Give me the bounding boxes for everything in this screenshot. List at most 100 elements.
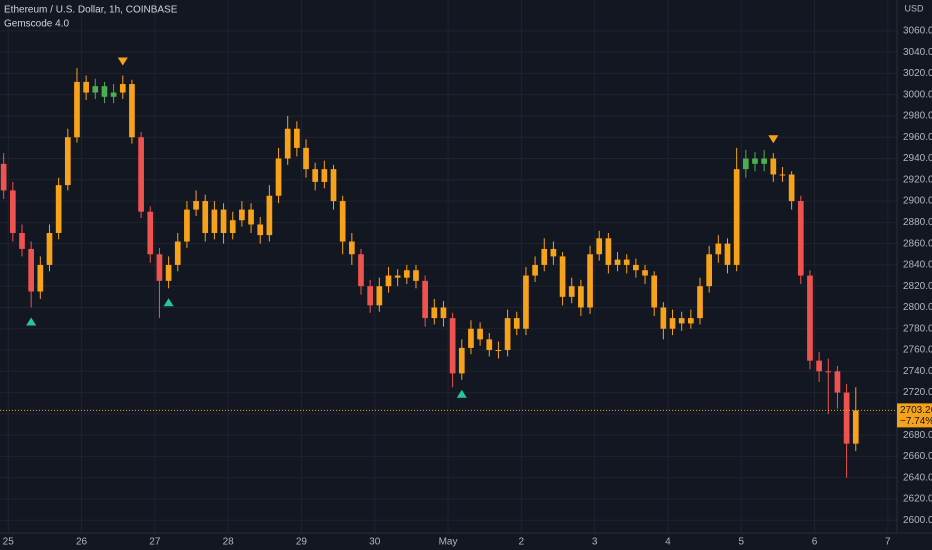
y-tick-label: 2880.00 xyxy=(903,217,932,228)
candle-body xyxy=(843,392,850,444)
candle-body xyxy=(394,275,401,278)
candle-body xyxy=(825,371,832,373)
indicator-name: Gemscode 4.0 xyxy=(4,19,69,30)
candle-body xyxy=(495,350,502,352)
candle-body xyxy=(119,84,126,93)
candle-body xyxy=(46,232,53,265)
candle-body xyxy=(0,163,7,191)
y-tick-label: 2720.00 xyxy=(903,387,932,398)
candle-body xyxy=(339,201,346,242)
x-tick-label: 4 xyxy=(665,537,671,548)
y-tick-label: 3020.00 xyxy=(903,68,932,79)
candle-body xyxy=(605,238,612,265)
candle-body xyxy=(752,158,758,164)
candle-body xyxy=(834,371,841,393)
y-tick-label: 2980.00 xyxy=(903,111,932,122)
candle-body xyxy=(660,307,667,329)
candle-body xyxy=(239,209,245,221)
y-tick-label: 2780.00 xyxy=(903,323,932,334)
grid xyxy=(0,0,897,533)
buy-signal xyxy=(456,389,467,398)
candle-body xyxy=(248,209,254,225)
candle-body xyxy=(229,220,236,233)
candle-body xyxy=(733,169,740,265)
x-tick-label: 29 xyxy=(296,537,308,548)
candle-body xyxy=(74,81,80,138)
sell-signal xyxy=(117,57,128,66)
candle-body xyxy=(211,209,218,233)
candle-body xyxy=(770,158,777,175)
candle-body xyxy=(642,270,648,276)
candle-body xyxy=(477,328,483,340)
x-tick-label: 7 xyxy=(885,537,891,548)
x-tick-label: May xyxy=(439,537,458,548)
candle-body xyxy=(578,286,584,308)
candle-body xyxy=(532,264,538,276)
candle-body xyxy=(779,174,786,176)
y-tick-label: 2680.00 xyxy=(903,430,932,441)
last-price-box xyxy=(897,403,932,428)
candle-body xyxy=(724,243,731,265)
candle-body xyxy=(541,248,548,265)
x-tick-label: 25 xyxy=(3,537,15,548)
candle-body xyxy=(504,318,511,351)
price-axis xyxy=(897,0,932,550)
candle-body xyxy=(312,169,319,182)
candle-body xyxy=(440,307,447,319)
candle-body xyxy=(220,209,227,233)
candle-body xyxy=(37,264,44,292)
x-tick-label: 2 xyxy=(519,537,525,548)
candle-body xyxy=(669,318,676,329)
candle-body xyxy=(138,137,144,212)
candle-body xyxy=(202,201,209,233)
candle-body xyxy=(852,410,859,444)
plot xyxy=(0,57,897,478)
last-price-label: 2703.26 xyxy=(900,405,932,416)
y-tick-label: 2660.00 xyxy=(903,451,932,462)
currency-label: USD xyxy=(904,3,924,13)
candle-body xyxy=(468,328,474,348)
candle-body xyxy=(64,137,71,186)
y-tick-label: 2860.00 xyxy=(903,238,932,249)
y-tick-label: 2920.00 xyxy=(903,174,932,185)
y-tick-label: 2940.00 xyxy=(903,153,932,164)
chart-title: Ethereum / U.S. Dollar, 1h, COINBASE xyxy=(4,5,178,16)
candle-body xyxy=(174,241,181,265)
candle-body xyxy=(422,280,428,319)
candle-body xyxy=(568,286,575,297)
x-tick-label: 3 xyxy=(592,537,598,548)
candle-body xyxy=(550,248,557,257)
candle-body xyxy=(19,232,25,249)
candle-body xyxy=(193,201,199,210)
candle-body xyxy=(266,195,273,236)
candle-body xyxy=(706,254,713,287)
last-change-label: −7.74% xyxy=(900,416,932,427)
candle-body xyxy=(697,286,703,319)
candle-body xyxy=(385,275,392,287)
candle-body xyxy=(403,270,410,278)
candle-body xyxy=(257,224,264,236)
candle-body xyxy=(294,128,300,148)
candle-body xyxy=(303,147,309,170)
candle-body xyxy=(110,92,117,97)
candle-body xyxy=(275,158,282,196)
buy-signal xyxy=(163,298,174,307)
candle-body xyxy=(147,211,154,255)
candle-body xyxy=(523,275,529,329)
candle-body xyxy=(156,254,163,281)
candle-body xyxy=(83,81,89,93)
candle-body xyxy=(129,84,135,138)
candle-body xyxy=(596,238,603,255)
candle-body xyxy=(101,86,108,97)
buy-signal xyxy=(26,317,37,326)
candle-body xyxy=(742,158,749,170)
y-tick-label: 2640.00 xyxy=(903,472,932,483)
candle-body xyxy=(92,86,99,93)
x-tick-label: 30 xyxy=(369,537,381,548)
candle-body xyxy=(413,270,419,281)
candle-body xyxy=(358,254,364,287)
candle-body xyxy=(614,259,621,265)
candle-body xyxy=(184,209,190,242)
candle-body xyxy=(458,347,465,374)
